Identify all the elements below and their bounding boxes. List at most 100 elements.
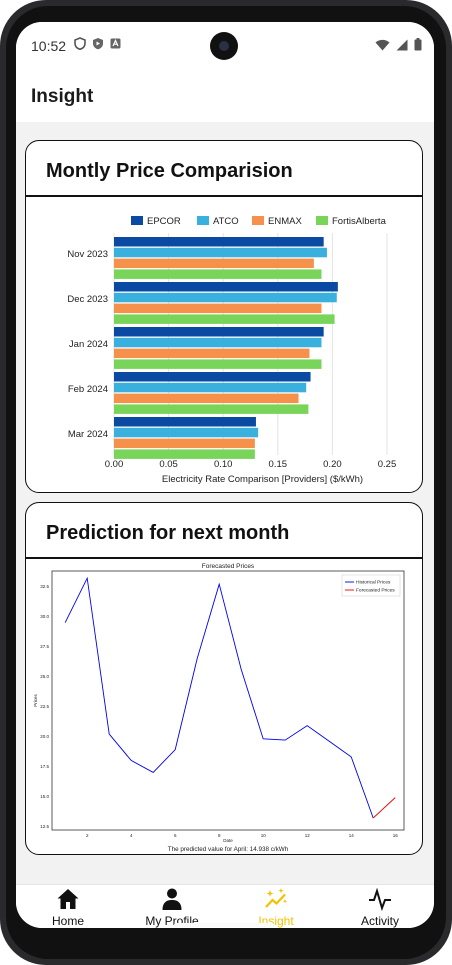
x-tick-label: 12 xyxy=(305,833,311,838)
legend-label: Historical Prices xyxy=(356,580,391,586)
bar xyxy=(114,292,337,303)
status-bar: 10:52 xyxy=(16,22,434,70)
page-title: Insight xyxy=(31,86,94,107)
category-label: Jan 2024 xyxy=(69,339,108,350)
bar xyxy=(114,303,322,314)
price-comparison-title: Montly Price Comparision xyxy=(46,160,293,182)
y-tick-label: 32.5 xyxy=(40,584,49,589)
status-notifications xyxy=(74,37,121,50)
battery-icon xyxy=(414,38,422,51)
bar xyxy=(114,438,255,449)
activity-icon xyxy=(369,887,391,911)
y-tick-label: 17.5 xyxy=(40,764,49,769)
card-divider xyxy=(26,557,422,559)
home-icon xyxy=(57,889,79,909)
nav-item-my-profile[interactable]: My Profile xyxy=(120,887,224,928)
bar xyxy=(114,404,309,414)
x-tick-label: 16 xyxy=(393,833,399,838)
nav-item-insight[interactable]: Insight xyxy=(224,887,328,928)
prediction-annotation: The predicted value for April: 14.938 c/… xyxy=(168,846,289,853)
forecast-chart: Forecasted Prices 2 4 6 8 10 12 14 16 12.5 15.0 17.… xyxy=(33,563,405,853)
home-indicator xyxy=(174,923,274,927)
legend-label: FortisAlberta xyxy=(332,216,387,227)
legend-box xyxy=(341,574,401,597)
y-axis-label: Prices xyxy=(33,694,38,707)
bar xyxy=(114,372,311,382)
legend-swatch xyxy=(197,216,209,225)
bar xyxy=(114,393,299,404)
y-tick-label: 22.5 xyxy=(40,704,49,709)
front-camera xyxy=(210,32,238,60)
bar xyxy=(114,382,307,393)
x-tick-label: 0.05 xyxy=(159,459,178,470)
app-bar: Insight xyxy=(16,70,434,122)
x-tick-label: 8 xyxy=(218,833,221,838)
bottom-navigation: Home My Profile Insight Activity xyxy=(16,884,434,928)
category-label: Feb 2024 xyxy=(68,384,108,395)
series-line xyxy=(64,576,374,819)
prediction-title: Prediction for next month xyxy=(46,522,290,544)
bar xyxy=(114,258,314,269)
x-tick-label: 0.00 xyxy=(105,459,124,470)
card-divider xyxy=(26,195,422,197)
x-axis-label: Electricity Rate Comparison [Providers] … xyxy=(162,474,363,485)
app-notification-icon xyxy=(110,38,121,49)
x-tick-label: 14 xyxy=(349,833,355,838)
x-tick-label: 0.20 xyxy=(323,459,342,470)
x-tick-label: 2 xyxy=(86,833,89,838)
legend-label: ENMAX xyxy=(268,216,302,227)
insight-icon xyxy=(265,888,288,908)
nav-item-home[interactable]: Home xyxy=(16,887,120,928)
x-axis-label: Date xyxy=(223,838,233,843)
legend-swatch xyxy=(131,216,143,225)
x-tick-label: 4 xyxy=(130,833,133,838)
y-tick-label: 12.5 xyxy=(40,824,49,829)
bar xyxy=(114,359,322,369)
status-system-icons xyxy=(375,38,422,51)
play-protect-icon xyxy=(93,38,103,50)
bar xyxy=(114,247,327,258)
y-tick-label: 15.0 xyxy=(40,794,49,799)
bar xyxy=(114,314,335,324)
wifi-icon xyxy=(375,39,390,50)
insight-content[interactable]: Montly Price Comparision EPCOR ATCO ENMAX F… xyxy=(16,122,434,884)
x-tick-label: 0.15 xyxy=(269,459,288,470)
plot-frame xyxy=(51,570,405,831)
y-tick-label: 30.0 xyxy=(40,614,49,619)
status-time: 10:52 xyxy=(31,38,67,54)
prediction-card: Prediction for next month Forecasted Pri… xyxy=(25,502,423,855)
screen: 10:52 xyxy=(16,22,434,928)
legend-swatch xyxy=(252,216,264,225)
profile-icon xyxy=(162,888,182,910)
bar xyxy=(114,449,255,459)
y-tick-label: 27.5 xyxy=(40,644,49,649)
legend-label: ATCO xyxy=(213,216,239,227)
nav-item-activity[interactable]: Activity xyxy=(328,887,432,928)
bar xyxy=(114,282,338,292)
bar xyxy=(114,427,259,438)
x-tick-label: 0.10 xyxy=(214,459,233,470)
bar xyxy=(114,237,324,247)
bar xyxy=(114,269,322,279)
shield-icon xyxy=(74,37,86,50)
bar xyxy=(114,348,310,359)
category-label: Dec 2023 xyxy=(67,294,108,305)
nav-label-home: Home xyxy=(51,914,84,928)
legend-swatch xyxy=(316,216,328,225)
category-label: Nov 2023 xyxy=(67,249,108,260)
x-tick-label: 10 xyxy=(261,833,267,838)
y-tick-label: 25.0 xyxy=(40,674,49,679)
nav-label-activity: Activity xyxy=(360,914,399,928)
x-tick-label: 6 xyxy=(174,833,177,838)
series-line xyxy=(372,797,396,819)
bar xyxy=(114,417,256,427)
bar xyxy=(114,327,324,337)
price-comparison-card: Montly Price Comparision EPCOR ATCO ENMAX F… xyxy=(25,140,423,493)
legend-label: Forecasted Prices xyxy=(356,588,395,594)
legend-label: EPCOR xyxy=(147,216,181,227)
x-tick-label: 0.25 xyxy=(378,459,397,470)
signal-icon xyxy=(396,39,408,50)
category-label: Mar 2024 xyxy=(68,429,108,440)
price-comparison-chart: EPCOR ATCO ENMAX FortisAlberta Nov 2023 Dec 2… xyxy=(67,216,397,485)
y-tick-label: 20.0 xyxy=(40,734,49,739)
